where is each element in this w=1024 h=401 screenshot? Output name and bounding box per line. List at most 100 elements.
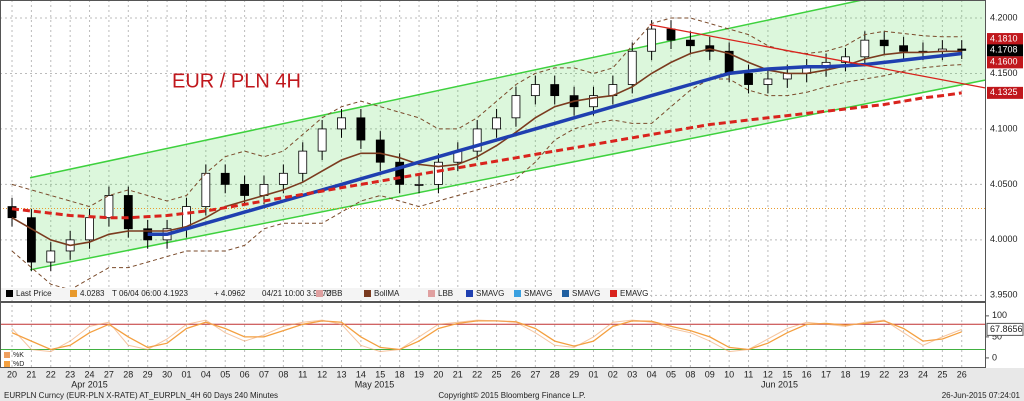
- candle-body: [589, 95, 598, 108]
- channel-line: [29, 79, 986, 271]
- candle-body: [317, 128, 327, 152]
- price-tag: [987, 56, 1023, 69]
- x-tick-label: 10: [724, 369, 734, 379]
- x-tick-label: 16: [802, 369, 812, 379]
- stoch-legend-swatch: [4, 352, 10, 358]
- x-tick-label: 04: [647, 369, 657, 379]
- x-tick-label: 20: [433, 369, 443, 379]
- x-tick-label: 19: [414, 369, 424, 379]
- x-tick-label: 24: [918, 369, 928, 379]
- footer-left: EURPLN Curncy (EUR-PLN X-RATE) AT_EURPLN…: [4, 391, 278, 400]
- x-tick-label: 26: [957, 369, 967, 379]
- candle-body: [201, 172, 211, 207]
- stoch-tick-label: 100: [992, 310, 1007, 320]
- x-tick-label: 18: [840, 369, 850, 379]
- candle-body: [356, 117, 366, 141]
- x-tick-label: 13: [337, 369, 347, 379]
- x-tick-label: 09: [705, 369, 715, 379]
- x-tick-label: 22: [46, 369, 56, 379]
- axis-band: [0, 368, 1024, 401]
- indicator-line: [11, 48, 962, 247]
- y-tick-label: 4.0000: [990, 234, 1018, 244]
- x-tick-label: 20: [7, 369, 17, 379]
- legend-label: 4.0283: [80, 289, 105, 298]
- x-tick-label: 08: [685, 369, 695, 379]
- candle-body: [240, 183, 250, 196]
- x-tick-label: 06: [240, 369, 250, 379]
- x-tick-label: 01: [588, 369, 598, 379]
- stoch-line: [11, 319, 962, 353]
- stoch-tick-label: 50: [992, 331, 1002, 341]
- candle-body: [85, 217, 94, 241]
- candle-body: [841, 56, 850, 63]
- footer-center: Copyright© 2015 Bloomberg Finance L.P.: [438, 391, 585, 400]
- x-tick-label: 27: [530, 369, 540, 379]
- candle-body: [763, 78, 773, 85]
- stoch-frame: [0, 302, 986, 368]
- stoch-tick-label: 0: [992, 352, 997, 362]
- y-tick-label: 4.2000: [990, 12, 1018, 22]
- legend-swatch: [562, 290, 569, 297]
- candle-body: [782, 73, 792, 80]
- indicator-line: [147, 51, 962, 237]
- legend-swatch: [6, 290, 13, 297]
- stoch-legend-swatch: [4, 361, 10, 367]
- candle-body: [395, 161, 405, 185]
- candle-body: [472, 128, 482, 152]
- legend-label: SMAVG: [572, 289, 600, 298]
- candle-body: [879, 39, 889, 47]
- candle-body: [259, 183, 269, 196]
- candle-body: [492, 117, 501, 130]
- candle-body: [860, 39, 870, 58]
- candle-body: [530, 84, 540, 97]
- price-tag-label: 4.1325: [990, 87, 1018, 97]
- y-tick-label: 3.9500: [990, 290, 1018, 300]
- x-tick-label: 08: [278, 369, 288, 379]
- x-tick-label: 02: [608, 369, 618, 379]
- x-tick-label: 28: [550, 369, 560, 379]
- candle-body: [104, 195, 114, 219]
- stoch-tag: [986, 322, 1024, 336]
- legend-label: 04/21 10:00 3.9672: [262, 289, 332, 298]
- y-tick-label: 4.0500: [990, 179, 1018, 189]
- price-tag-label: 4.1600: [990, 57, 1018, 67]
- x-tick-label: 11: [744, 369, 753, 379]
- candle-body: [46, 250, 56, 263]
- x-tick-label: 12: [317, 369, 327, 379]
- month-label: Jun 2015: [761, 379, 798, 389]
- candle-body: [298, 150, 308, 174]
- candle-body: [666, 28, 676, 41]
- indicator-line: [11, 64, 962, 291]
- legend-label: SMAVG: [524, 289, 552, 298]
- x-tick-label: 18: [395, 369, 405, 379]
- candle-body: [511, 95, 521, 119]
- candle-body: [685, 39, 695, 47]
- stoch-tag-label: 67.8656: [990, 324, 1023, 334]
- x-tick-label: 22: [472, 369, 482, 379]
- x-tick-label: 21: [26, 369, 36, 379]
- candle-body: [957, 48, 967, 51]
- x-tick-label: 01: [181, 369, 191, 379]
- candle-body: [26, 217, 36, 263]
- price-tag: [987, 33, 1023, 46]
- main-frame: [0, 0, 986, 302]
- candle-body: [434, 161, 443, 185]
- channel-line: [29, 0, 862, 179]
- legend-label: BollMA: [374, 289, 400, 298]
- month-label: May 2015: [355, 379, 395, 389]
- indicator-line: [11, 91, 962, 220]
- legend-swatch: [364, 290, 371, 297]
- candle-body: [899, 45, 908, 52]
- legend-swatch: [316, 290, 323, 297]
- x-tick-label: 28: [123, 369, 133, 379]
- candle-body: [550, 84, 560, 97]
- price-tag-label: 4.1810: [990, 33, 1018, 43]
- y-tick-label: 4.1500: [990, 68, 1018, 78]
- x-tick-label: 23: [899, 369, 909, 379]
- x-tick-label: 05: [220, 369, 230, 379]
- legend-label: SMAVG: [476, 289, 504, 298]
- plot: [0, 0, 986, 353]
- legend-label: EMAVG: [620, 289, 648, 298]
- x-tick-label: 27: [104, 369, 114, 379]
